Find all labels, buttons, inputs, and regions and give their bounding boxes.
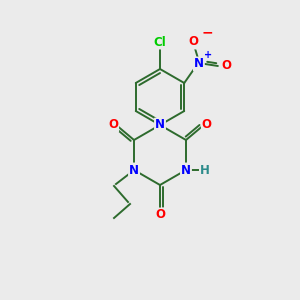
Text: H: H	[200, 164, 210, 176]
Text: N: N	[194, 58, 204, 70]
Text: O: O	[202, 118, 212, 131]
Text: N: N	[129, 164, 139, 176]
Text: O: O	[155, 208, 165, 221]
Text: −: −	[202, 25, 214, 39]
Text: +: +	[204, 50, 212, 60]
Text: N: N	[181, 164, 191, 176]
Text: O: O	[222, 59, 232, 73]
Text: O: O	[189, 35, 199, 49]
Text: Cl: Cl	[154, 35, 166, 49]
Text: N: N	[155, 118, 165, 131]
Text: O: O	[108, 118, 118, 131]
